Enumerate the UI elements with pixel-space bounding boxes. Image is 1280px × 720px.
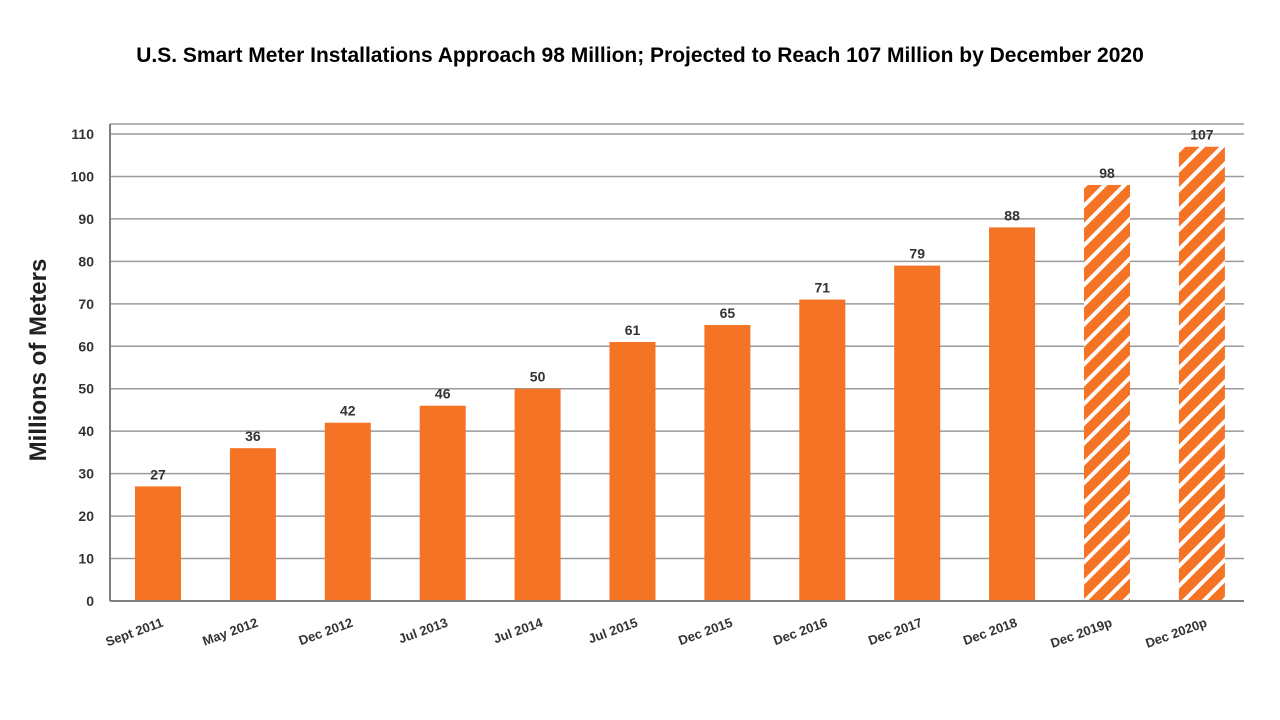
bar [514,388,561,601]
x-tick-label: Sept 2011 [104,615,166,650]
y-tick-label: 60 [78,338,94,354]
y-tick-label: 70 [78,296,94,312]
x-tick-label: Dec 2019p [1048,615,1114,651]
y-tick-label: 10 [78,551,94,567]
bar [324,422,371,601]
bar [229,448,276,601]
x-tick-label: Dec 2012 [297,615,355,648]
x-tick-label: Dec 2016 [771,615,829,648]
bar [704,325,751,601]
x-tick-label: Jul 2013 [396,615,449,647]
x-tick-label: May 2012 [200,615,259,649]
data-label: 36 [245,428,261,444]
data-label: 46 [435,386,451,402]
y-tick-label: 40 [78,423,94,439]
y-tick-label: 100 [71,168,95,184]
bar [989,227,1036,601]
y-tick-label: 80 [78,253,94,269]
bar [1178,146,1225,601]
x-tick-label: Dec 2015 [676,615,734,648]
data-label: 50 [530,369,546,385]
bar [1084,184,1130,602]
x-tick-label: Dec 2017 [866,615,924,648]
x-tick-label: Jul 2014 [491,614,545,646]
bar [894,265,941,601]
y-tick-label: 50 [78,381,94,397]
axes [109,124,1244,602]
bar [135,486,181,601]
y-tick-label: 90 [78,211,94,227]
y-axis-title: Millions of Meters [25,259,52,462]
data-label: 107 [1190,127,1214,143]
x-tick-label: Jul 2015 [586,615,639,647]
x-tick-label: Dec 2020p [1143,615,1209,651]
bars [135,146,1225,602]
y-tick-label: 20 [78,508,94,524]
data-label: 27 [150,466,166,482]
chart-title: U.S. Smart Meter Installations Approach … [136,44,1144,67]
data-label: 71 [815,280,831,296]
data-label: 98 [1099,165,1115,181]
bar [799,299,846,601]
data-label: 79 [909,246,925,262]
bar [419,405,466,601]
y-tick-label: 0 [86,593,94,609]
x-tick-label: Dec 2018 [961,615,1019,648]
y-tick-label: 110 [71,126,94,142]
y-tick-label: 30 [78,466,94,482]
gridlines [110,123,1244,560]
data-label: 42 [340,403,356,419]
data-label: 61 [625,322,641,338]
bar [609,342,656,601]
data-label: 65 [720,305,736,321]
data-label: 88 [1004,207,1020,223]
